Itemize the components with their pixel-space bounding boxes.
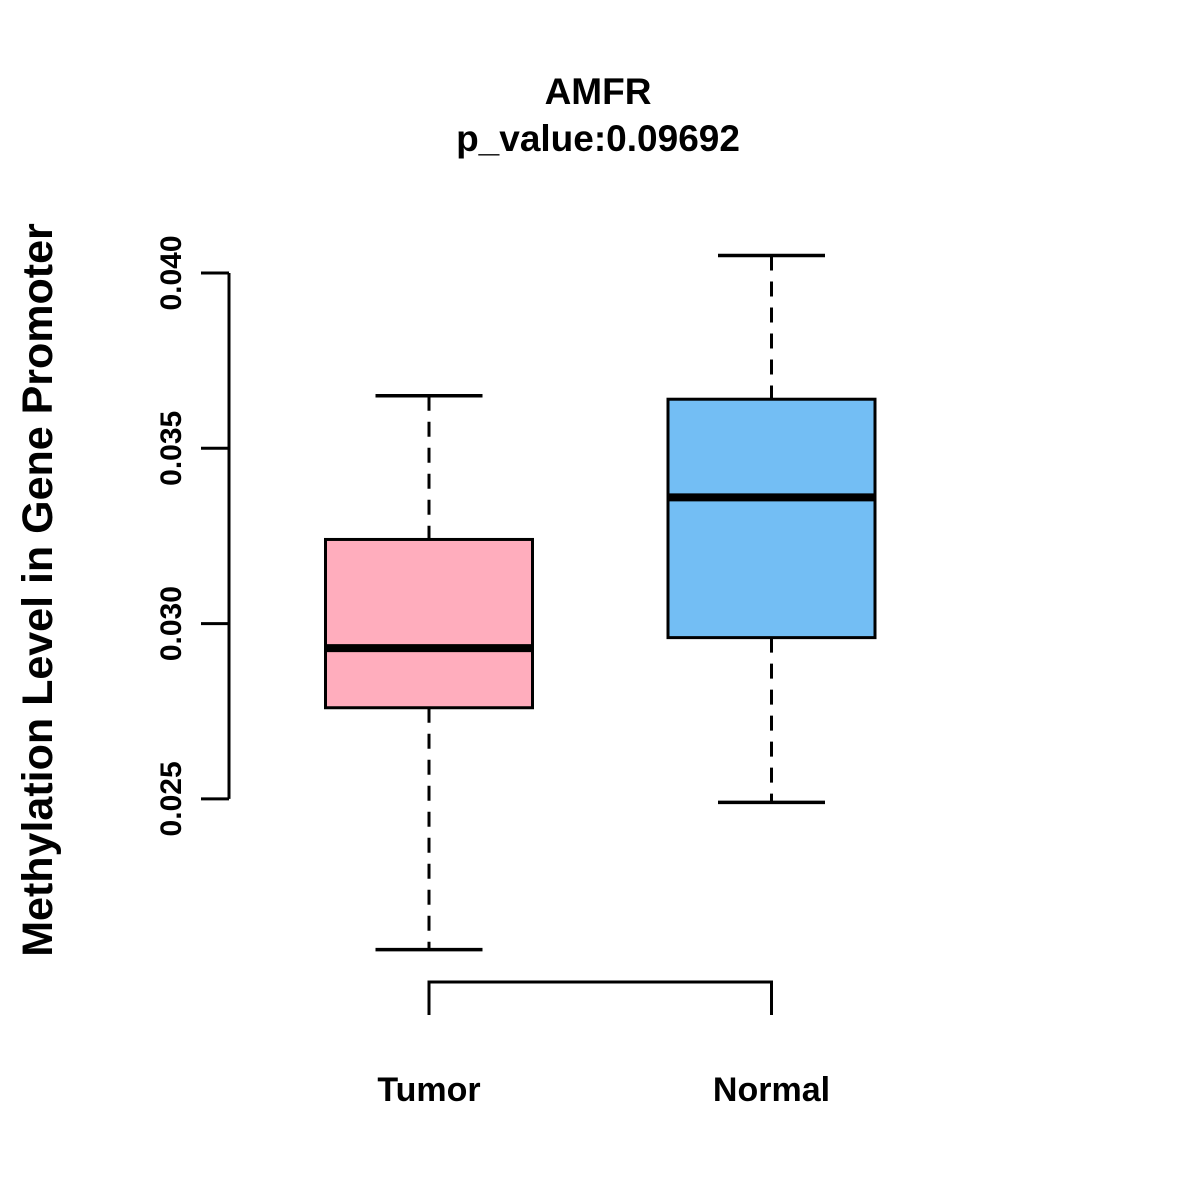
chart-title: AMFR [545, 71, 652, 112]
plot-layer: 0.025 0.030 0.035 0.040 Tumor Normal [155, 235, 877, 1109]
x-category-label-normal: Normal [713, 1071, 830, 1109]
y-axis-tick-label: 0.030 [155, 586, 188, 661]
y-axis-tick-label: 0.025 [155, 761, 188, 836]
y-axis-tick-label: 0.035 [155, 411, 188, 486]
y-axis-tick-label: 0.040 [155, 235, 188, 310]
x-axis-bracket [427, 980, 773, 1015]
chart-subtitle: p_value:0.09692 [456, 118, 740, 159]
box-tumor [324, 537, 534, 710]
y-axis-label: Methylation Level in Gene Promoter [14, 223, 62, 957]
box-normal [666, 397, 877, 640]
x-category-label-tumor: Tumor [377, 1071, 480, 1109]
